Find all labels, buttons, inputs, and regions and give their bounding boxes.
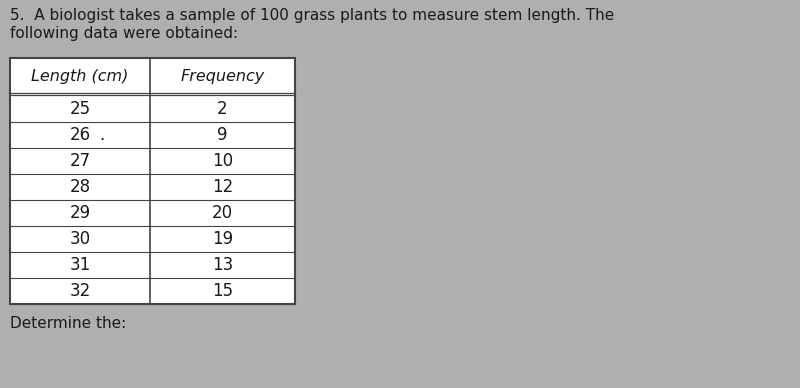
Bar bbox=[10, 58, 295, 304]
Text: 20: 20 bbox=[212, 204, 233, 222]
Text: 2: 2 bbox=[217, 100, 228, 118]
Text: 29: 29 bbox=[70, 204, 90, 222]
Text: 12: 12 bbox=[212, 178, 233, 196]
Text: 30: 30 bbox=[70, 230, 90, 248]
Text: 13: 13 bbox=[212, 256, 233, 274]
Text: 26: 26 bbox=[70, 126, 90, 144]
Text: 9: 9 bbox=[218, 126, 228, 144]
Text: following data were obtained:: following data were obtained: bbox=[10, 26, 238, 41]
Text: 19: 19 bbox=[212, 230, 233, 248]
Text: Determine the:: Determine the: bbox=[10, 316, 126, 331]
Text: 5.  A biologist takes a sample of 100 grass plants to measure stem length. The: 5. A biologist takes a sample of 100 gra… bbox=[10, 8, 614, 23]
Text: 10: 10 bbox=[212, 152, 233, 170]
Text: .: . bbox=[99, 126, 105, 144]
Text: 28: 28 bbox=[70, 178, 90, 196]
Text: Frequency: Frequency bbox=[180, 69, 265, 85]
Text: 25: 25 bbox=[70, 100, 90, 118]
Text: 15: 15 bbox=[212, 282, 233, 300]
Text: Length (cm): Length (cm) bbox=[31, 69, 129, 85]
Text: 32: 32 bbox=[70, 282, 90, 300]
Text: 31: 31 bbox=[70, 256, 90, 274]
Text: 27: 27 bbox=[70, 152, 90, 170]
